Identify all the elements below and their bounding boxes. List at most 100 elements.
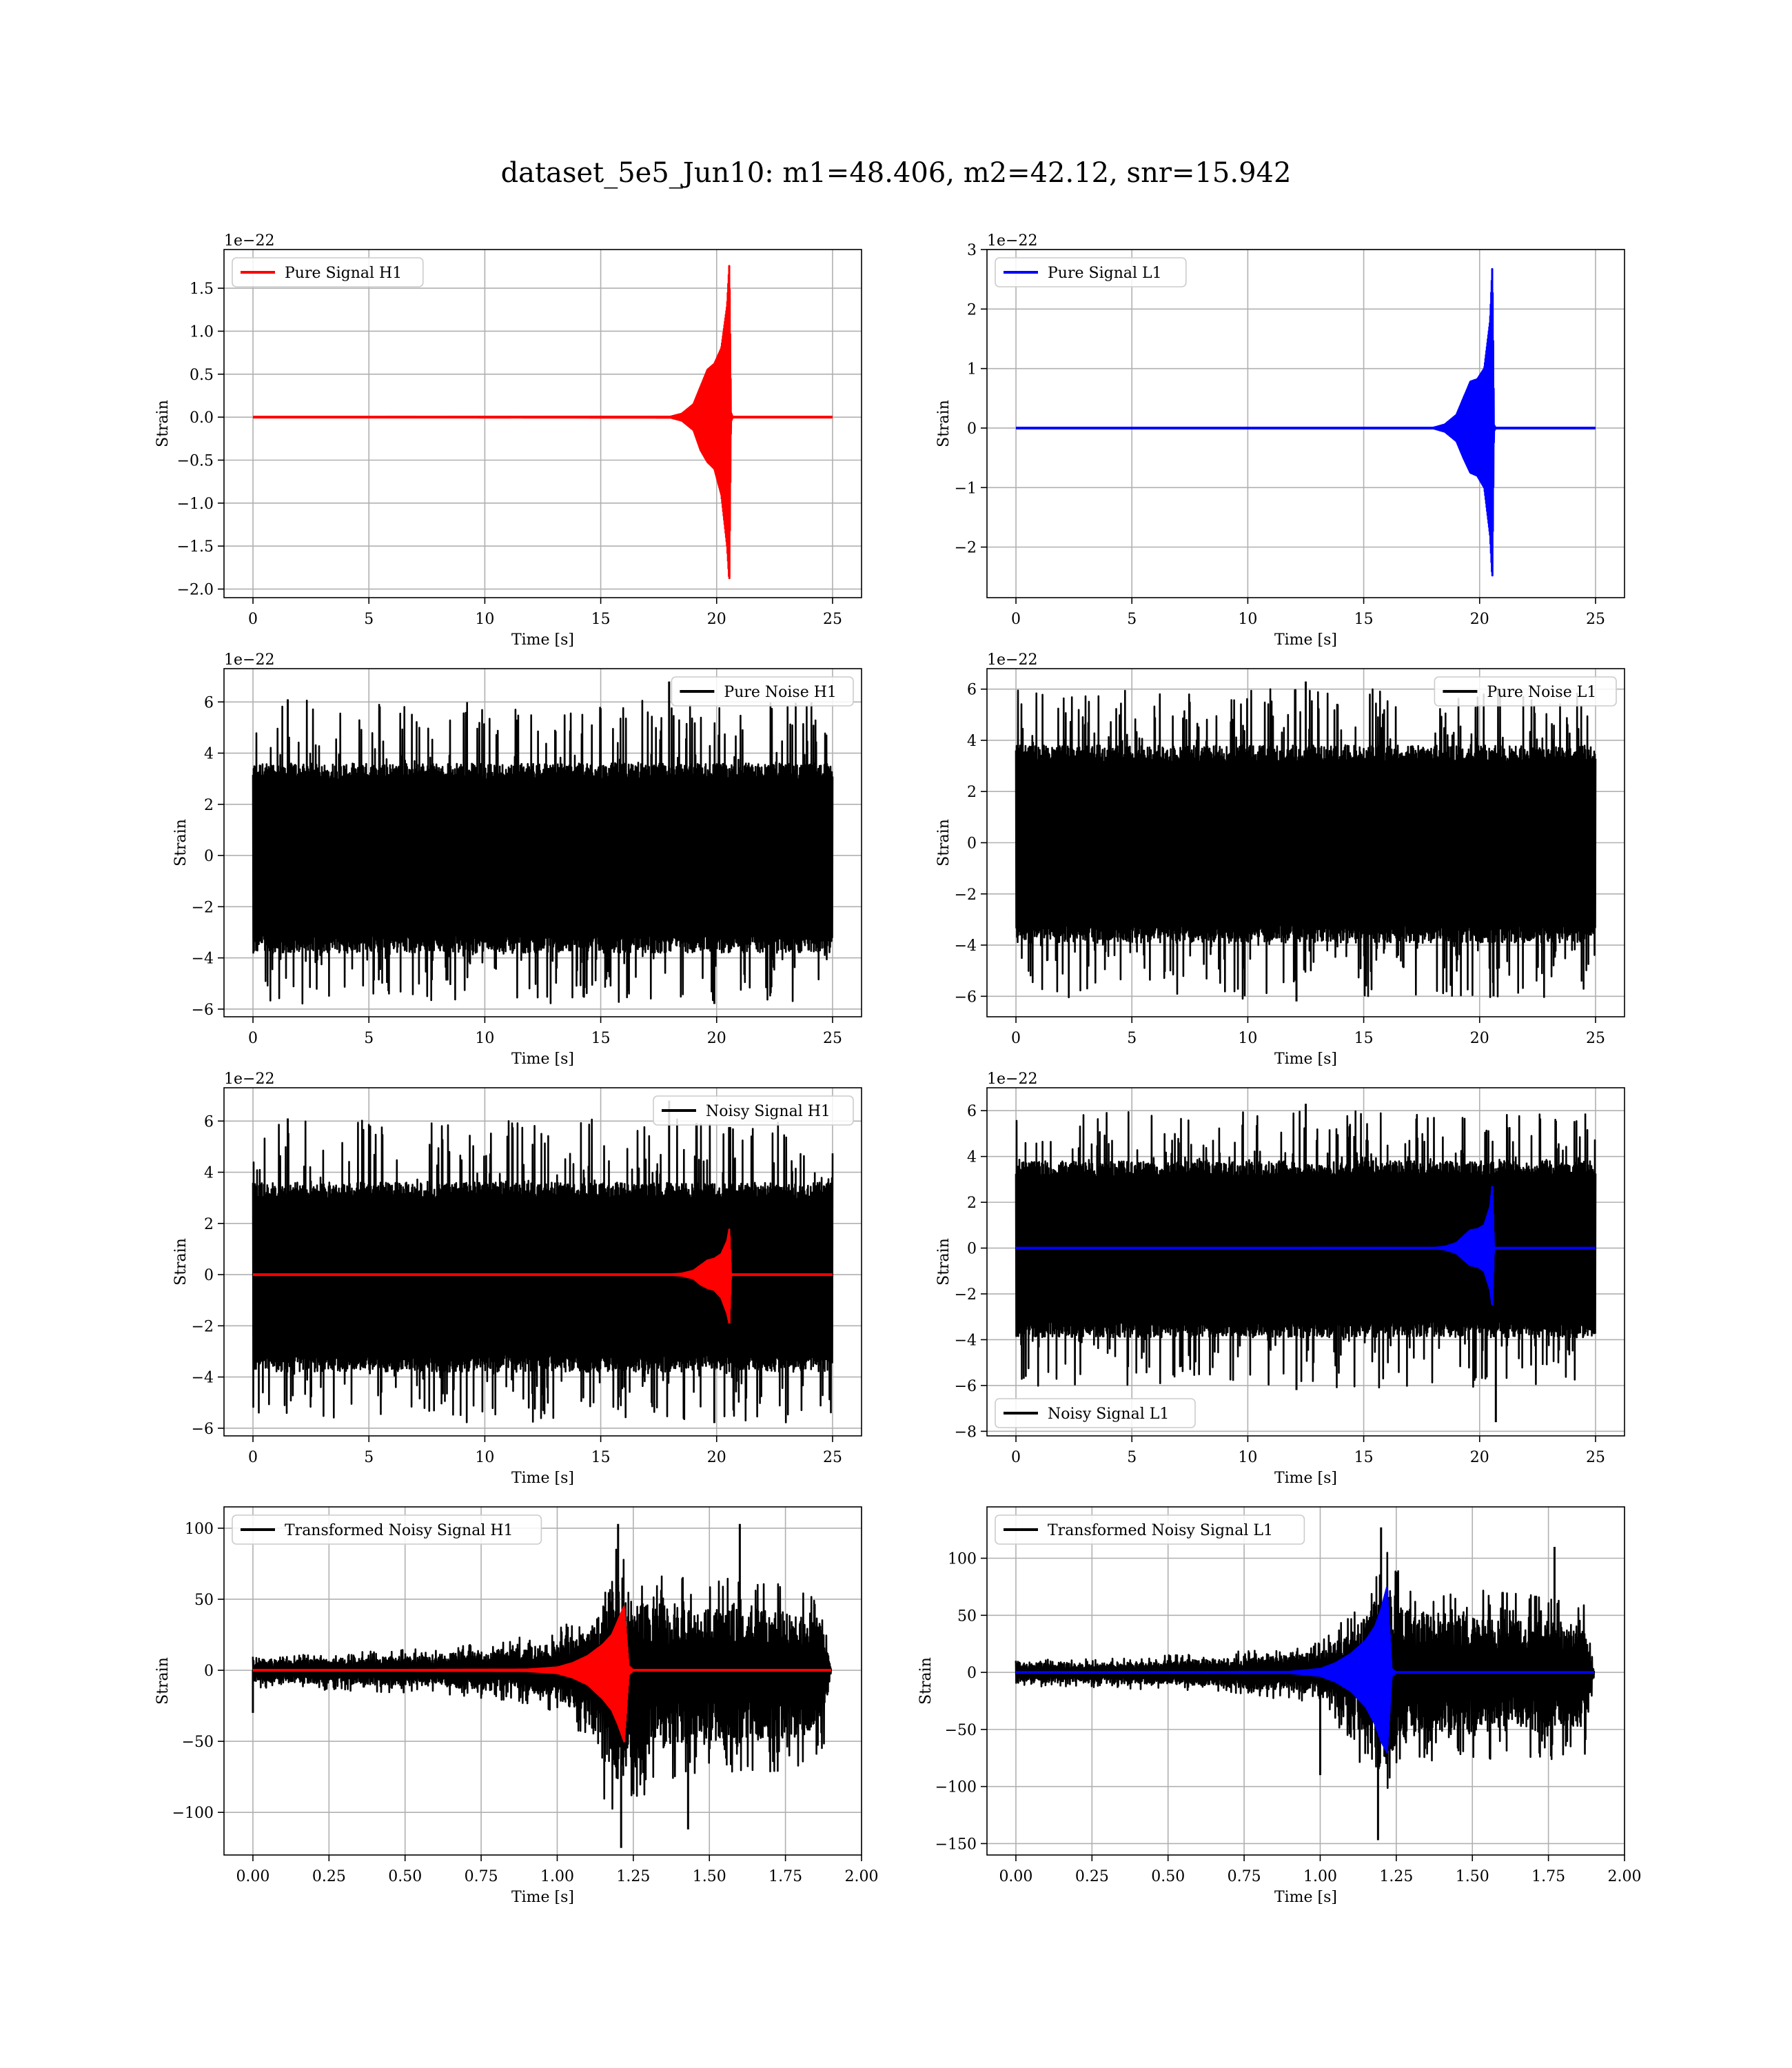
x-tick-label: 10	[1238, 1030, 1257, 1047]
y-tick-label: 2	[967, 301, 977, 318]
y-tick-label: 50	[957, 1608, 977, 1625]
series-noisy-signal-h1	[252, 1118, 834, 1423]
x-tick-label: 5	[364, 1449, 374, 1466]
series-pure-noise-h1	[252, 700, 834, 1005]
panel-pure-signal-l1: 0 5 10 15 20 25 −2 −1 0 1 2 3 Time [s] Strain 1e−22 Pur…	[935, 232, 1625, 649]
y-tick-label: 3	[967, 242, 977, 259]
x-tick-label: 20	[1470, 1030, 1489, 1047]
legend-label: Transformed Noisy Signal H1	[285, 1522, 513, 1539]
y-tick-label: 0.5	[190, 367, 214, 384]
y-tick-label: −2	[192, 899, 214, 916]
series-pure-signal-h1	[252, 265, 834, 580]
y-tick-label: −100	[172, 1805, 214, 1822]
axis-offset-label: 1e−22	[224, 232, 274, 250]
y-tick-label: 50	[194, 1592, 214, 1609]
legend-label: Pure Signal H1	[285, 265, 402, 282]
x-tick-label: 25	[1586, 1449, 1605, 1466]
axes-frame	[223, 1087, 862, 1437]
x-tick-label: 15	[1354, 1449, 1374, 1466]
x-tick-label: 1.00	[540, 1868, 574, 1885]
plot-area	[1015, 267, 1597, 577]
legend-box	[1434, 676, 1617, 707]
y-tick-label: −50	[182, 1734, 214, 1751]
y-axis-label: Strain	[154, 1657, 172, 1705]
panel-pure-noise-l1: 0 5 10 15 20 25 −6 −4 −2 0 2 4 6 Time [s] Strain 1e−22 P…	[935, 651, 1625, 1068]
y-tick-label: −4	[192, 951, 214, 968]
legend-box	[995, 1398, 1196, 1428]
y-tick-label: 100	[948, 1551, 977, 1568]
x-axis-label: Time [s]	[511, 1051, 574, 1068]
y-tick-label: −4	[192, 1370, 214, 1387]
x-tick-label: 1.50	[1456, 1868, 1489, 1885]
x-axis-label: Time [s]	[511, 1470, 574, 1487]
axis-offset-label: 1e−22	[987, 232, 1037, 250]
x-tick-label: 5	[364, 1030, 374, 1047]
legend-box	[995, 257, 1187, 287]
y-tick-label: 2	[967, 784, 977, 801]
x-tick-label: 20	[1470, 611, 1489, 628]
legend-label: Noisy Signal H1	[706, 1103, 831, 1120]
x-tick-label: 20	[707, 1449, 726, 1466]
series-transformed-noisy-signal-h1	[252, 1548, 833, 1810]
axis-offset-label: 1e−22	[987, 1071, 1037, 1088]
y-tick-label: −6	[192, 1421, 214, 1438]
y-tick-label: −100	[935, 1779, 977, 1796]
x-tick-label: 0.00	[236, 1868, 269, 1885]
y-tick-label: 0	[967, 835, 977, 853]
y-tick-label: 6	[204, 1113, 214, 1131]
y-tick-label: 6	[967, 1103, 977, 1120]
y-tick-label: 1.5	[190, 281, 214, 298]
y-tick-label: −8	[955, 1423, 977, 1441]
series-transformed-noisy-signal-l1	[1015, 1552, 1596, 1789]
x-axis-label: Time [s]	[1274, 631, 1337, 649]
y-tick-label: 100	[185, 1521, 214, 1538]
y-tick-label: 0	[967, 1665, 977, 1682]
legend-box	[671, 676, 854, 707]
x-tick-label: 1.75	[768, 1868, 802, 1885]
x-tick-label: 15	[1354, 1030, 1374, 1047]
x-tick-label: 1.00	[1303, 1868, 1337, 1885]
y-tick-label: −6	[192, 1002, 214, 1019]
y-tick-label: −6	[955, 1378, 977, 1395]
y-tick-label: 4	[967, 733, 977, 750]
legend-box	[232, 1514, 542, 1545]
panel-noisy-signal-h1: 0 5 10 15 20 25 −6 −4 −2 0 2 4 6 Time [s] Strain 1e−22 N…	[172, 1071, 862, 1487]
x-tick-label: 25	[823, 611, 842, 628]
legend-box	[995, 1514, 1305, 1545]
x-tick-label: 1.50	[693, 1868, 726, 1885]
x-tick-label: 20	[707, 1030, 726, 1047]
x-axis-label: Time [s]	[1274, 1470, 1337, 1487]
y-tick-label: −2	[955, 540, 977, 557]
x-tick-label: 10	[475, 1449, 494, 1466]
y-tick-label: −1	[955, 480, 977, 497]
x-tick-label: 1.75	[1531, 1868, 1565, 1885]
figure-title: dataset_5e5_Jun10: m1=48.406, m2=42.12, …	[500, 157, 1292, 189]
x-tick-label: 0	[1011, 1030, 1021, 1047]
panel-transformed-noisy-signal-h1: 0.00 0.25 0.50 0.75 1.00 1.25 1.50 1.75 2.00 −100…	[154, 1506, 878, 1906]
x-tick-label: 15	[591, 1449, 611, 1466]
x-tick-label: 25	[823, 1449, 842, 1466]
x-axis-label: Time [s]	[511, 631, 574, 649]
x-tick-label: 1.25	[616, 1868, 650, 1885]
x-tick-label: 15	[591, 1030, 611, 1047]
y-tick-label: 0	[967, 420, 977, 438]
y-tick-label: 0	[204, 848, 214, 865]
x-tick-label: 10	[475, 1030, 494, 1047]
x-tick-label: 0.25	[1075, 1868, 1109, 1885]
x-tick-label: 5	[1127, 1030, 1137, 1047]
y-axis-label: Strain	[935, 1238, 953, 1286]
y-tick-label: 0	[204, 1267, 214, 1284]
plot-area	[252, 265, 834, 580]
axis-offset-label: 1e−22	[224, 651, 274, 669]
axis-offset-label: 1e−22	[224, 1071, 274, 1088]
panel-transformed-noisy-signal-l1: 0.00 0.25 0.50 0.75 1.00 1.25 1.50 1.75 2.00 −150…	[917, 1506, 1641, 1906]
y-tick-label: 2	[967, 1195, 977, 1212]
y-tick-label: −2.0	[177, 582, 214, 599]
x-tick-label: 25	[1586, 1030, 1605, 1047]
plot-area	[1015, 1104, 1597, 1423]
x-tick-label: 0.25	[312, 1868, 346, 1885]
y-tick-label: 4	[204, 1165, 214, 1182]
legend-label: Transformed Noisy Signal L1	[1048, 1522, 1273, 1539]
panel-pure-noise-h1: 0 5 10 15 20 25 −6 −4 −2 0 2 4 6 Time [s] Strain 1e−22 P…	[172, 651, 862, 1068]
